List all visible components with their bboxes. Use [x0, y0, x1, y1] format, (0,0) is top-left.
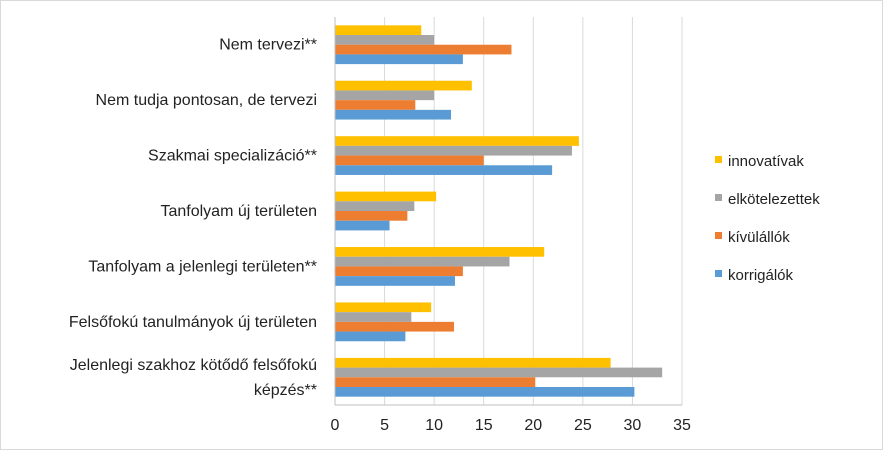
category-label: Tanfolyam új területen	[160, 203, 317, 220]
bar-innovatívak-0	[335, 25, 422, 36]
bar-korrigálók-0	[335, 54, 463, 65]
bar-innovatívak-5	[335, 302, 432, 313]
bar-innovatívak-3	[335, 191, 437, 202]
x-tick-label: 35	[673, 417, 691, 434]
bar-korrigálók-5	[335, 331, 406, 342]
x-tick-label: 5	[380, 417, 389, 434]
bar-kívülállók-1	[335, 100, 416, 110]
bar-korrigálók-1	[335, 109, 451, 120]
x-tick-label: 30	[624, 417, 642, 434]
bar-korrigálók-4	[335, 276, 455, 286]
bar-elkötelezettek-6	[335, 367, 663, 378]
bar-kívülállók-0	[335, 44, 512, 55]
x-tick-label: 20	[524, 417, 542, 434]
category-label: Nem tervezi**	[219, 37, 317, 54]
x-tick-label: 15	[475, 417, 493, 434]
bar-elkötelezettek-4	[335, 256, 510, 267]
legend-swatch-elkötelezettek	[715, 194, 722, 201]
category-label: Tanfolyam a jelenlegi területen**	[88, 258, 317, 275]
legend-swatch-innovatívak	[715, 156, 722, 163]
x-tick-label: 0	[331, 417, 340, 434]
bar-innovatívak-4	[335, 247, 545, 257]
legend-label: elkötelezettek	[728, 191, 820, 208]
legend-label: kívülállók	[728, 229, 790, 246]
category-label: Jelenlegi szakhoz kötődő felsőfokú	[70, 357, 317, 374]
bar-elkötelezettek-5	[335, 312, 412, 322]
category-label: Nem tudja pontosan, de tervezi	[96, 92, 317, 109]
x-tick-label: 10	[425, 417, 443, 434]
bar-korrigálók-3	[335, 220, 390, 231]
legend-label: korrigálók	[728, 267, 794, 284]
bar-elkötelezettek-1	[335, 90, 435, 101]
bar-kívülállók-6	[335, 377, 536, 387]
category-label: Szakmai specializáció**	[148, 148, 317, 165]
legend-swatch-kívülállók	[715, 232, 722, 239]
bar-elkötelezettek-3	[335, 201, 415, 211]
bar-kívülállók-5	[335, 321, 454, 332]
bar-kívülállók-4	[335, 266, 463, 277]
bar-kívülállók-3	[335, 211, 408, 221]
bar-elkötelezettek-2	[335, 145, 572, 156]
bar-innovatívak-2	[335, 136, 579, 146]
x-tick-label: 25	[574, 417, 592, 434]
bar-innovatívak-1	[335, 80, 472, 91]
bar-korrigálók-6	[335, 386, 635, 397]
bar-elkötelezettek-0	[335, 35, 435, 45]
bar-innovatívak-6	[335, 357, 611, 368]
category-label: Felsőfokú tanulmányok új területen	[69, 314, 317, 331]
category-label: képzés**	[254, 382, 317, 399]
legend-swatch-korrigálók	[715, 270, 722, 277]
legend-label: innovatívak	[728, 153, 804, 170]
bar-korrigálók-2	[335, 165, 553, 175]
bar-kívülállók-2	[335, 155, 484, 166]
